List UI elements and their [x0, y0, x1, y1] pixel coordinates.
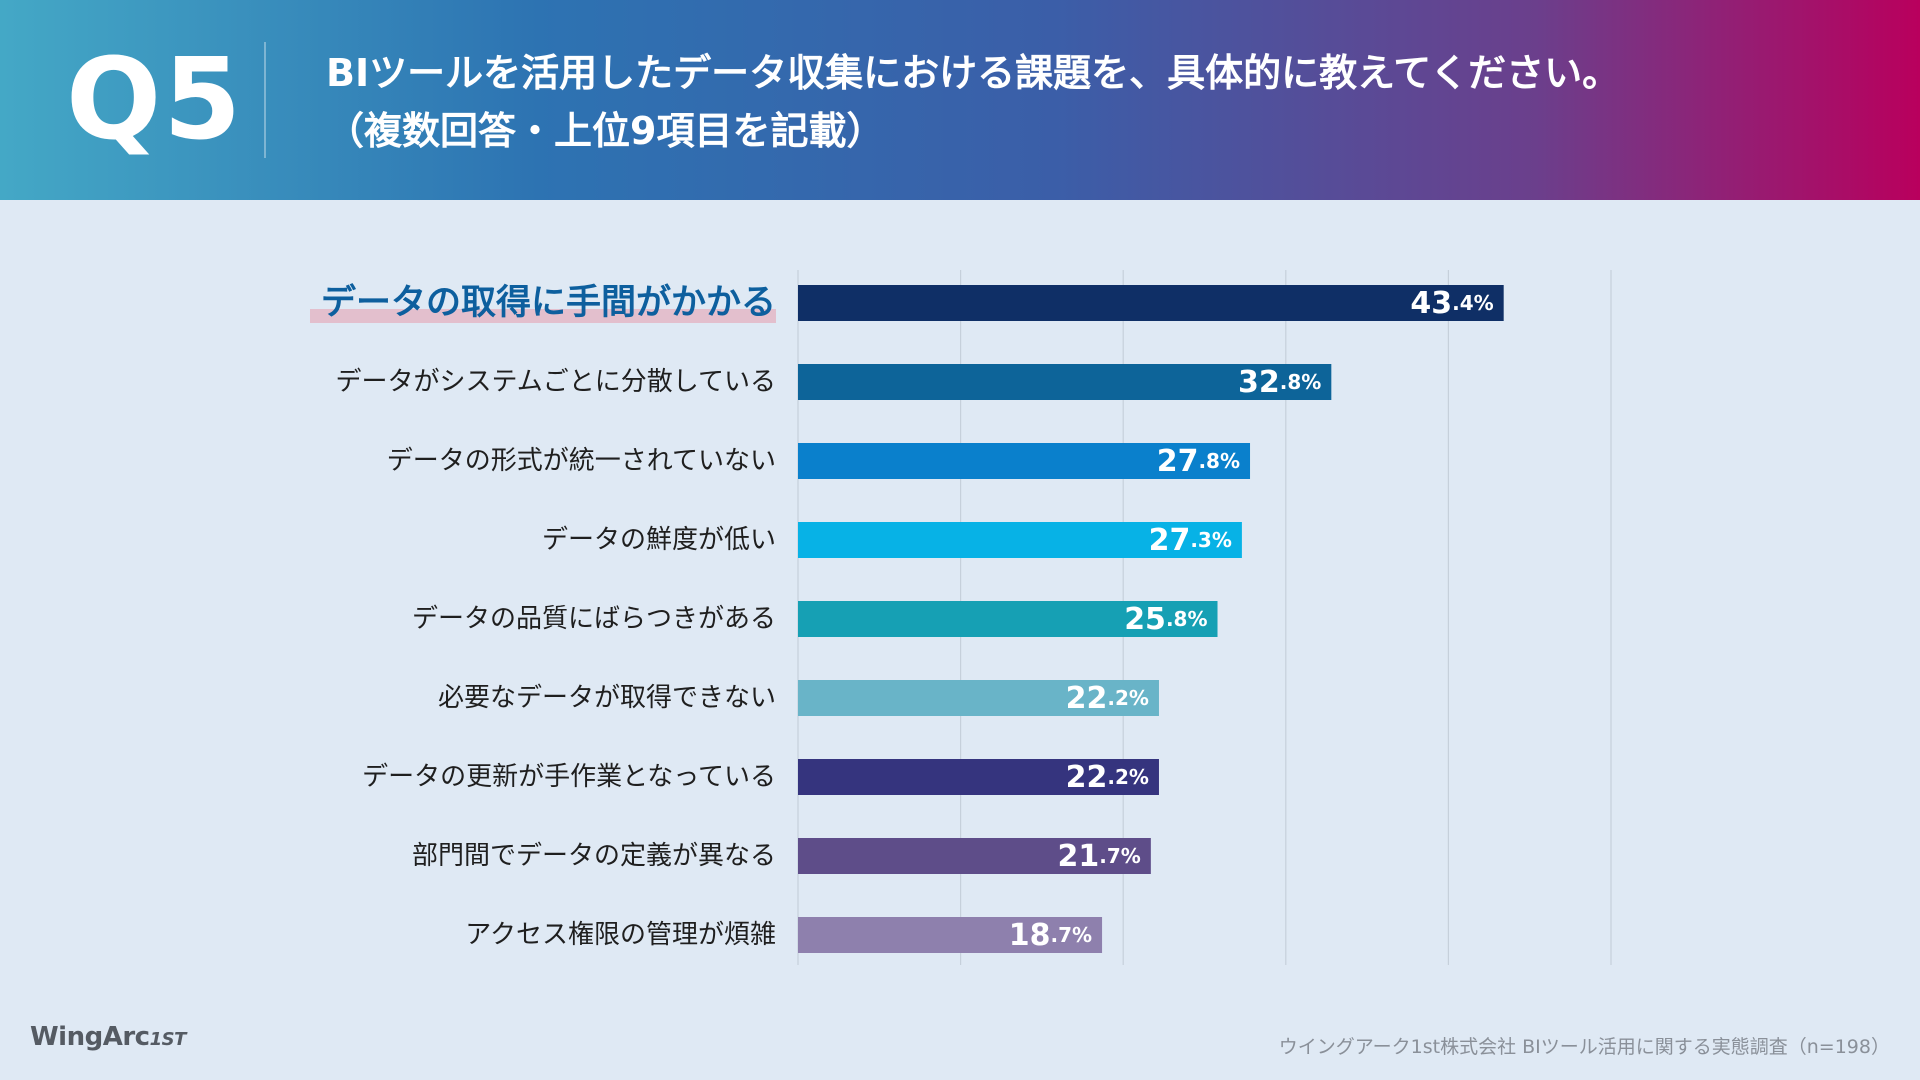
bar-chart: データの取得に手間がかかる 43.4% データがシステムごとに分散している 32.8%… — [310, 270, 1612, 965]
category-label: データの取得に手間がかかる — [321, 282, 776, 323]
category-label: 必要なデータが取得できない — [438, 683, 776, 713]
company-logo: WingArc1ST — [30, 1022, 186, 1052]
question-number: Q5 — [66, 35, 244, 165]
value-label: 27.3% — [1149, 523, 1232, 558]
bar — [798, 917, 1103, 953]
bar — [798, 680, 1159, 716]
category-label: データがシステムごとに分散している — [336, 367, 776, 397]
category-label: データの更新が手作業となっている — [362, 762, 776, 792]
bar — [798, 443, 1251, 479]
category-label: データの鮮度が低い — [542, 525, 776, 555]
value-label: 32.8% — [1238, 365, 1321, 400]
category-label-highlight-underline — [310, 309, 776, 323]
question-title-line-2: （複数回答・上位9項目を記載） — [326, 109, 885, 153]
logo-suffix: 1ST — [149, 1029, 187, 1050]
value-label: 25.8% — [1124, 602, 1207, 637]
question-title-line-1: BIツールを活用したデータ収集における課題を、具体的に教えてください。 — [326, 51, 1621, 95]
source-note: ウイングアーク1st株式会社 BIツール活用に関する実態調査（n=198） — [1278, 1036, 1890, 1058]
header-divider — [264, 42, 266, 158]
category-label: データの品質にばらつきがある — [412, 604, 776, 634]
bar — [798, 601, 1218, 637]
bar — [798, 522, 1242, 558]
bar — [798, 285, 1504, 321]
value-label: 18.7% — [1009, 918, 1092, 953]
bar — [798, 759, 1159, 795]
question-title: BIツールを活用したデータ収集における課題を、具体的に教えてください。 （複数回… — [326, 44, 1886, 160]
value-label: 27.8% — [1157, 444, 1240, 479]
category-label: 部門間でデータの定義が異なる — [412, 841, 776, 871]
value-label: 21.7% — [1058, 839, 1141, 874]
bar — [798, 364, 1332, 400]
value-label: 22.2% — [1066, 681, 1149, 716]
category-label: アクセス権限の管理が煩雑 — [465, 920, 776, 950]
bar — [798, 838, 1151, 874]
category-label: データの形式が統一されていない — [387, 446, 776, 476]
header-banner: Q5 BIツールを活用したデータ収集における課題を、具体的に教えてください。 （… — [0, 0, 1920, 200]
value-label: 22.2% — [1066, 760, 1149, 795]
value-label: 43.4% — [1410, 286, 1493, 321]
